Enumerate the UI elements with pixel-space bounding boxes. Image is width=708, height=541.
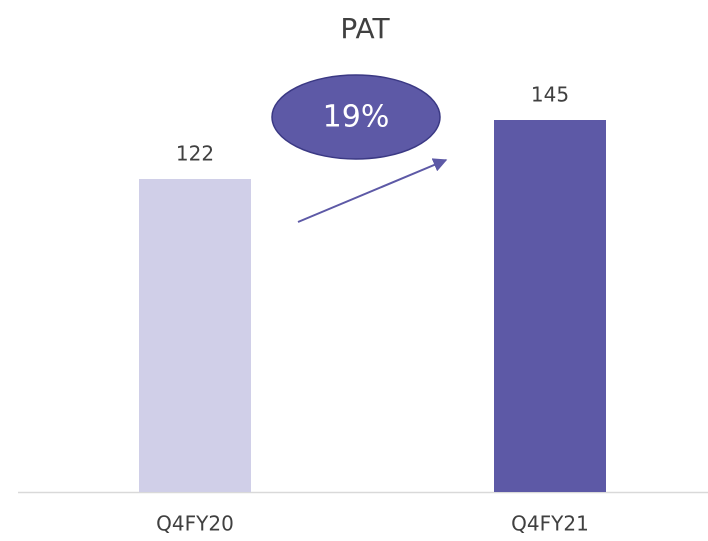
bar: [494, 120, 606, 492]
bar: [139, 179, 251, 492]
x-tick-label: Q4FY21: [511, 512, 589, 536]
data-label: 122: [176, 142, 214, 166]
x-tick-label: Q4FY20: [156, 512, 234, 536]
growth-arrow: [297, 158, 448, 223]
annotation: 19%: [323, 100, 390, 135]
annotation-bubble: [271, 74, 441, 160]
chart-title: PAT: [340, 12, 390, 45]
data-label: 145: [531, 83, 569, 107]
